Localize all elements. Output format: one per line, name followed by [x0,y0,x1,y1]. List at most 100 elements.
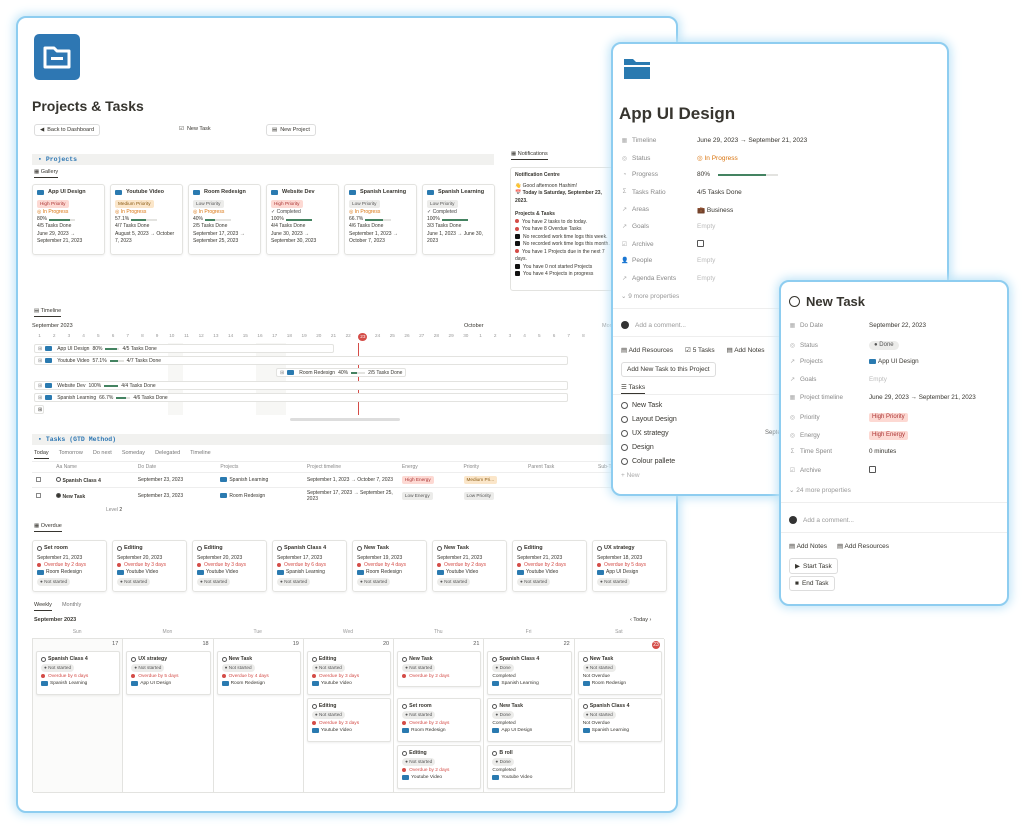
project-card[interactable]: Room Redesign Low Priority ◎ In Progress 40… [188,184,261,255]
tab-timeline[interactable]: Timeline [190,450,211,456]
timeline-bar[interactable]: ⊞ Spanish Learning 66.7% 4/6 Tasks Done [34,393,568,402]
expand-icon[interactable]: ⊞ [38,382,43,389]
status-circle-icon[interactable] [221,656,227,662]
status-circle-icon[interactable] [117,546,122,552]
expand-icon[interactable]: ⊞ [280,369,285,376]
status-circle-icon[interactable] [437,546,442,552]
status-circle-icon[interactable] [621,444,628,451]
calendar-task-card[interactable]: Set room ● Not started Overdue by 2 days Ro… [397,698,482,742]
status-circle-icon[interactable] [789,296,800,307]
status-circle-icon[interactable] [582,656,588,662]
table-row[interactable]: New Task September 23, 2023 Room Redesign S… [32,487,664,504]
calendar-task-card[interactable]: Editing ● Not started Overdue by 2 days You… [397,745,482,789]
project-cell[interactable]: Room Redesign [216,487,303,504]
status-circle-icon[interactable] [492,750,498,756]
property-value[interactable]: June 29, 2023 → September 21, 2023 [869,394,976,401]
tab-do-next[interactable]: Do next [92,450,112,456]
project-task-item[interactable]: Design [621,444,654,451]
tab-gallery[interactable]: ▦ Gallery [34,169,59,178]
tab-overdue[interactable]: ▦ Overdue [34,523,62,532]
tab-notifications[interactable]: ▦ Notifications [511,151,548,160]
column-header[interactable]: Projects [216,461,303,473]
column-header[interactable]: Do Date [133,461,217,473]
property-value[interactable]: 80% [697,171,778,178]
overdue-card[interactable]: Editing September 21, 2023 Overdue by 2 da… [512,540,587,592]
property-value[interactable]: Empty [697,257,716,265]
calendar-task-card[interactable]: Spanish Class 4 ● Not started Not Overdue S… [577,698,662,742]
status-circle-icon[interactable] [621,430,628,437]
tab-someday[interactable]: Someday [121,450,146,456]
project-task-item[interactable]: UX strategy [621,430,669,437]
chevron-left-icon[interactable]: ‹ [630,617,632,623]
property-row[interactable]: Σ Time Spent 0 minutes [789,448,897,455]
add-resources-button[interactable]: ▤ Add Resources [621,347,674,354]
property-row[interactable]: ↗ Areas 💼 Business [621,206,733,214]
status-circle-icon[interactable] [37,546,42,552]
table-row[interactable]: Spanish Class 4 September 23, 2023 Spanish… [32,472,664,488]
project-task-item[interactable]: Layout Design [621,416,677,423]
timeline-scrollbar[interactable] [290,418,400,421]
status-circle-icon[interactable] [41,656,46,662]
calendar-day-cell[interactable]: 22 [484,639,575,793]
add-notes-button[interactable]: ▤ Add Notes [789,543,827,550]
property-row[interactable]: ◎ Status ◎ In Progress [621,154,738,163]
column-header[interactable]: Priority [459,461,524,473]
status-circle-icon[interactable] [492,656,498,662]
project-card[interactable]: Spanish Learning Low Priority ✓ Completed 1… [422,184,495,255]
tasks-count-button[interactable]: ☑ 5 Tasks [685,347,715,354]
property-row[interactable]: ◎ Priority High Priority [789,412,908,423]
status-circle-icon[interactable] [492,703,498,709]
property-value[interactable]: Empty [697,223,716,230]
status-circle-icon[interactable] [621,458,628,465]
project-cell[interactable]: Spanish Learning [216,472,303,488]
calendar-task-card[interactable]: New Task ● Not started Overdue by 4 days Ro… [216,651,301,695]
status-circle-icon[interactable] [517,546,522,552]
back-to-dashboard-button[interactable]: ◀ Back to Dashboard [34,124,101,136]
property-row[interactable]: ↗ Goals Empty [789,376,887,383]
status-circle-icon[interactable] [357,546,362,552]
new-task-row[interactable]: + New [621,472,640,479]
status-circle-icon[interactable] [402,750,408,756]
timeline-bar[interactable]: ⊞ Website Dev 100% 4/4 Tasks Done [34,381,568,390]
end-task-button[interactable]: ■ End Task [789,576,835,591]
calendar-task-card[interactable]: B roll ● Done Completed Youtube Video [487,745,572,789]
timeline-bar[interactable]: ⊞ Youtube Video 57.1% 4/7 Tasks Done [34,356,568,365]
property-row[interactable]: ◔ Progress 80% [621,171,778,178]
timeline-cell[interactable]: September 1, 2023 → October 7, 2023 [302,472,398,488]
property-row[interactable]: 👤 People Empty [621,257,715,264]
tab-delegated[interactable]: Delegated [155,450,181,456]
new-project-button[interactable]: ▤ New Project [266,124,316,136]
status-circle-icon[interactable] [597,546,602,552]
property-value[interactable]: ● Done [869,340,899,351]
timeline-bar[interactable]: ⊞ Room Redesign 40% 2/5 Tasks Done [276,368,406,377]
do-date-cell[interactable]: September 23, 2023 [133,487,217,504]
calendar-nav[interactable]: ‹ Today › [630,617,652,623]
task-name-cell[interactable]: New Task [52,487,134,504]
do-date-cell[interactable]: September 23, 2023 [133,472,217,488]
status-circle-icon[interactable] [56,492,62,498]
property-row[interactable]: ↗ Agenda Events Empty [621,275,715,282]
expand-icon[interactable]: ⊞ [38,357,43,364]
overdue-card[interactable]: Spanish Class 4 September 17, 2023 Overdue… [272,540,347,592]
parent-task-cell[interactable] [524,487,594,504]
property-value[interactable]: Empty [697,274,716,282]
overdue-card[interactable]: Editing September 20, 2023 Overdue by 3 da… [192,540,267,592]
property-value[interactable]: 4/5 Tasks Done [697,188,742,196]
timeline-cell[interactable]: September 17, 2023 → September 25, 2023 [302,487,398,504]
property-value[interactable]: ◎ In Progress [697,155,738,163]
overdue-card[interactable]: New Task September 21, 2023 Overdue by 2 d… [432,540,507,592]
add-resources-button[interactable]: ▤ Add Resources [836,543,889,550]
calendar-day-cell[interactable]: 23 [574,639,665,793]
property-row[interactable]: ▦ Timeline June 29, 2023 → September 21, 2… [621,137,808,144]
column-header[interactable]: Parent Task [524,461,594,473]
more-task-properties[interactable]: ⌄ 24 more properties [789,487,851,494]
priority-cell[interactable]: Medium Pri... [459,472,524,488]
calendar-task-card[interactable]: Editing ● Not started Overdue by 3 days You… [306,651,392,695]
property-row[interactable]: ↗ Goals Empty [621,223,715,230]
timeline-empty-row[interactable]: ⊞ [34,405,44,414]
column-header[interactable]: Project timeline [302,461,398,473]
status-circle-icon[interactable] [56,476,62,482]
property-value[interactable]: App UI Design [869,358,919,365]
tab-monthly[interactable]: Monthly [61,602,82,608]
calendar-task-card[interactable]: Editing ● Not started Overdue by 3 days You… [306,698,392,742]
